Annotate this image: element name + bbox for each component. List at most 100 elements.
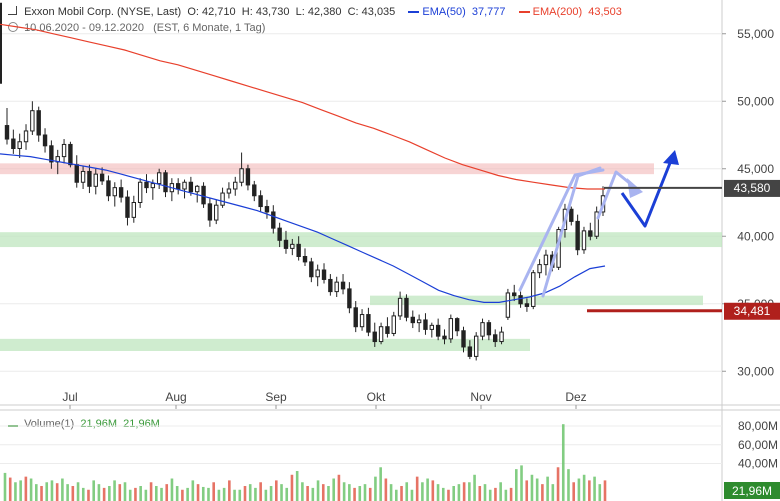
candle-body — [588, 230, 593, 237]
x-tick-label: Nov — [470, 390, 491, 404]
candle-body — [283, 239, 289, 249]
volume-bar — [551, 484, 555, 501]
volume-bar — [598, 484, 602, 501]
volume-bar — [269, 486, 273, 501]
volume-bar — [468, 482, 471, 501]
candle-body — [4, 125, 10, 140]
volume-bar — [243, 486, 247, 501]
volume-bar — [457, 484, 461, 501]
price-tool-icon[interactable] — [8, 6, 17, 15]
volume-bar — [108, 486, 111, 501]
candle-body — [252, 184, 257, 197]
candle-body — [334, 281, 339, 293]
candle-body — [150, 183, 156, 189]
candle-body — [233, 181, 238, 190]
volume-bar — [368, 487, 372, 501]
volume-bar — [149, 482, 153, 501]
candle-body — [518, 295, 523, 305]
volume-bar — [389, 484, 393, 501]
volume-bar — [395, 489, 398, 501]
candle-body — [531, 272, 536, 307]
candle-body — [112, 187, 117, 197]
volume-bar — [233, 489, 236, 501]
volume-bar — [66, 484, 69, 501]
y-tick-label: 45,000 — [737, 162, 774, 176]
candle-body — [378, 326, 384, 343]
candle-body — [99, 173, 105, 182]
volume-bar — [290, 474, 294, 501]
volume-bar — [217, 489, 221, 501]
candle-body — [512, 292, 517, 297]
volume-bar — [165, 484, 169, 501]
volume-bar — [358, 486, 362, 501]
volume-bar — [436, 484, 440, 501]
candle-body — [87, 170, 92, 187]
volume-bar — [525, 480, 529, 501]
x-tick-label: Dez — [565, 390, 586, 404]
candle-body — [23, 130, 29, 143]
candle-body — [372, 331, 377, 343]
volume-bar — [212, 482, 215, 501]
volume-bar — [337, 474, 341, 501]
candle-body — [321, 269, 327, 280]
candle-body — [195, 185, 200, 193]
candle-body — [537, 264, 542, 274]
volume-bar — [353, 487, 356, 501]
volume-bar — [201, 486, 205, 501]
x-tick-label: Jul — [62, 390, 77, 404]
volume-bar — [14, 482, 17, 501]
candle-body — [480, 322, 485, 337]
volume-bar — [191, 480, 195, 501]
support-level-badge — [724, 302, 780, 320]
projection-arrowhead-dark — [663, 150, 679, 165]
candle-body — [68, 143, 73, 166]
volume-bar — [556, 467, 560, 501]
candle-body — [505, 292, 511, 318]
ema200-swatch — [518, 11, 530, 14]
volume-tick-label: 60,00M — [738, 438, 778, 452]
candle-body — [182, 181, 187, 190]
volume-bar — [483, 484, 487, 501]
volume-badge-label: 21,96M — [732, 484, 772, 498]
volume-bar — [311, 487, 315, 501]
volume-bar — [40, 486, 43, 501]
chart-title: Exxon Mobil Corp. (NYSE, Last) O: 42,710… — [8, 6, 622, 19]
candle-body — [454, 318, 460, 332]
candle-body — [366, 314, 371, 333]
candle-body — [296, 243, 301, 258]
support-zone-upper — [0, 232, 722, 248]
y-tick-label: 40,000 — [737, 229, 774, 243]
candle-body — [435, 324, 441, 337]
candle-body — [467, 346, 473, 357]
close-value: C: 43,035 — [347, 6, 396, 18]
volume-bar — [19, 480, 22, 501]
volume-bar — [415, 476, 419, 501]
candle-body — [410, 316, 415, 324]
projection-arrow-dark — [620, 157, 674, 228]
candle-body — [163, 172, 168, 193]
candle-body — [125, 196, 130, 218]
volume-bar — [561, 424, 565, 501]
candle-body — [290, 243, 295, 249]
volume-bar — [363, 484, 367, 501]
ema50-line — [0, 153, 606, 303]
candle-body — [156, 172, 162, 185]
candle-body — [359, 314, 365, 328]
candle-body — [423, 319, 428, 330]
volume-bar — [374, 476, 377, 501]
volume-bar — [186, 487, 189, 501]
volume-bar — [97, 484, 101, 501]
volume-bar — [264, 489, 268, 501]
volume-bar — [441, 487, 445, 501]
ema200-label: EMA(200) — [532, 6, 583, 18]
candle-body — [220, 192, 225, 206]
volume-bar — [488, 489, 492, 501]
candle-body — [144, 181, 149, 189]
x-tick-label: Aug — [165, 390, 186, 404]
volume-bar — [509, 487, 513, 501]
volume-bar — [24, 476, 28, 501]
volume-bar — [515, 469, 518, 501]
candle-body — [131, 202, 137, 218]
candle-body — [93, 173, 98, 187]
